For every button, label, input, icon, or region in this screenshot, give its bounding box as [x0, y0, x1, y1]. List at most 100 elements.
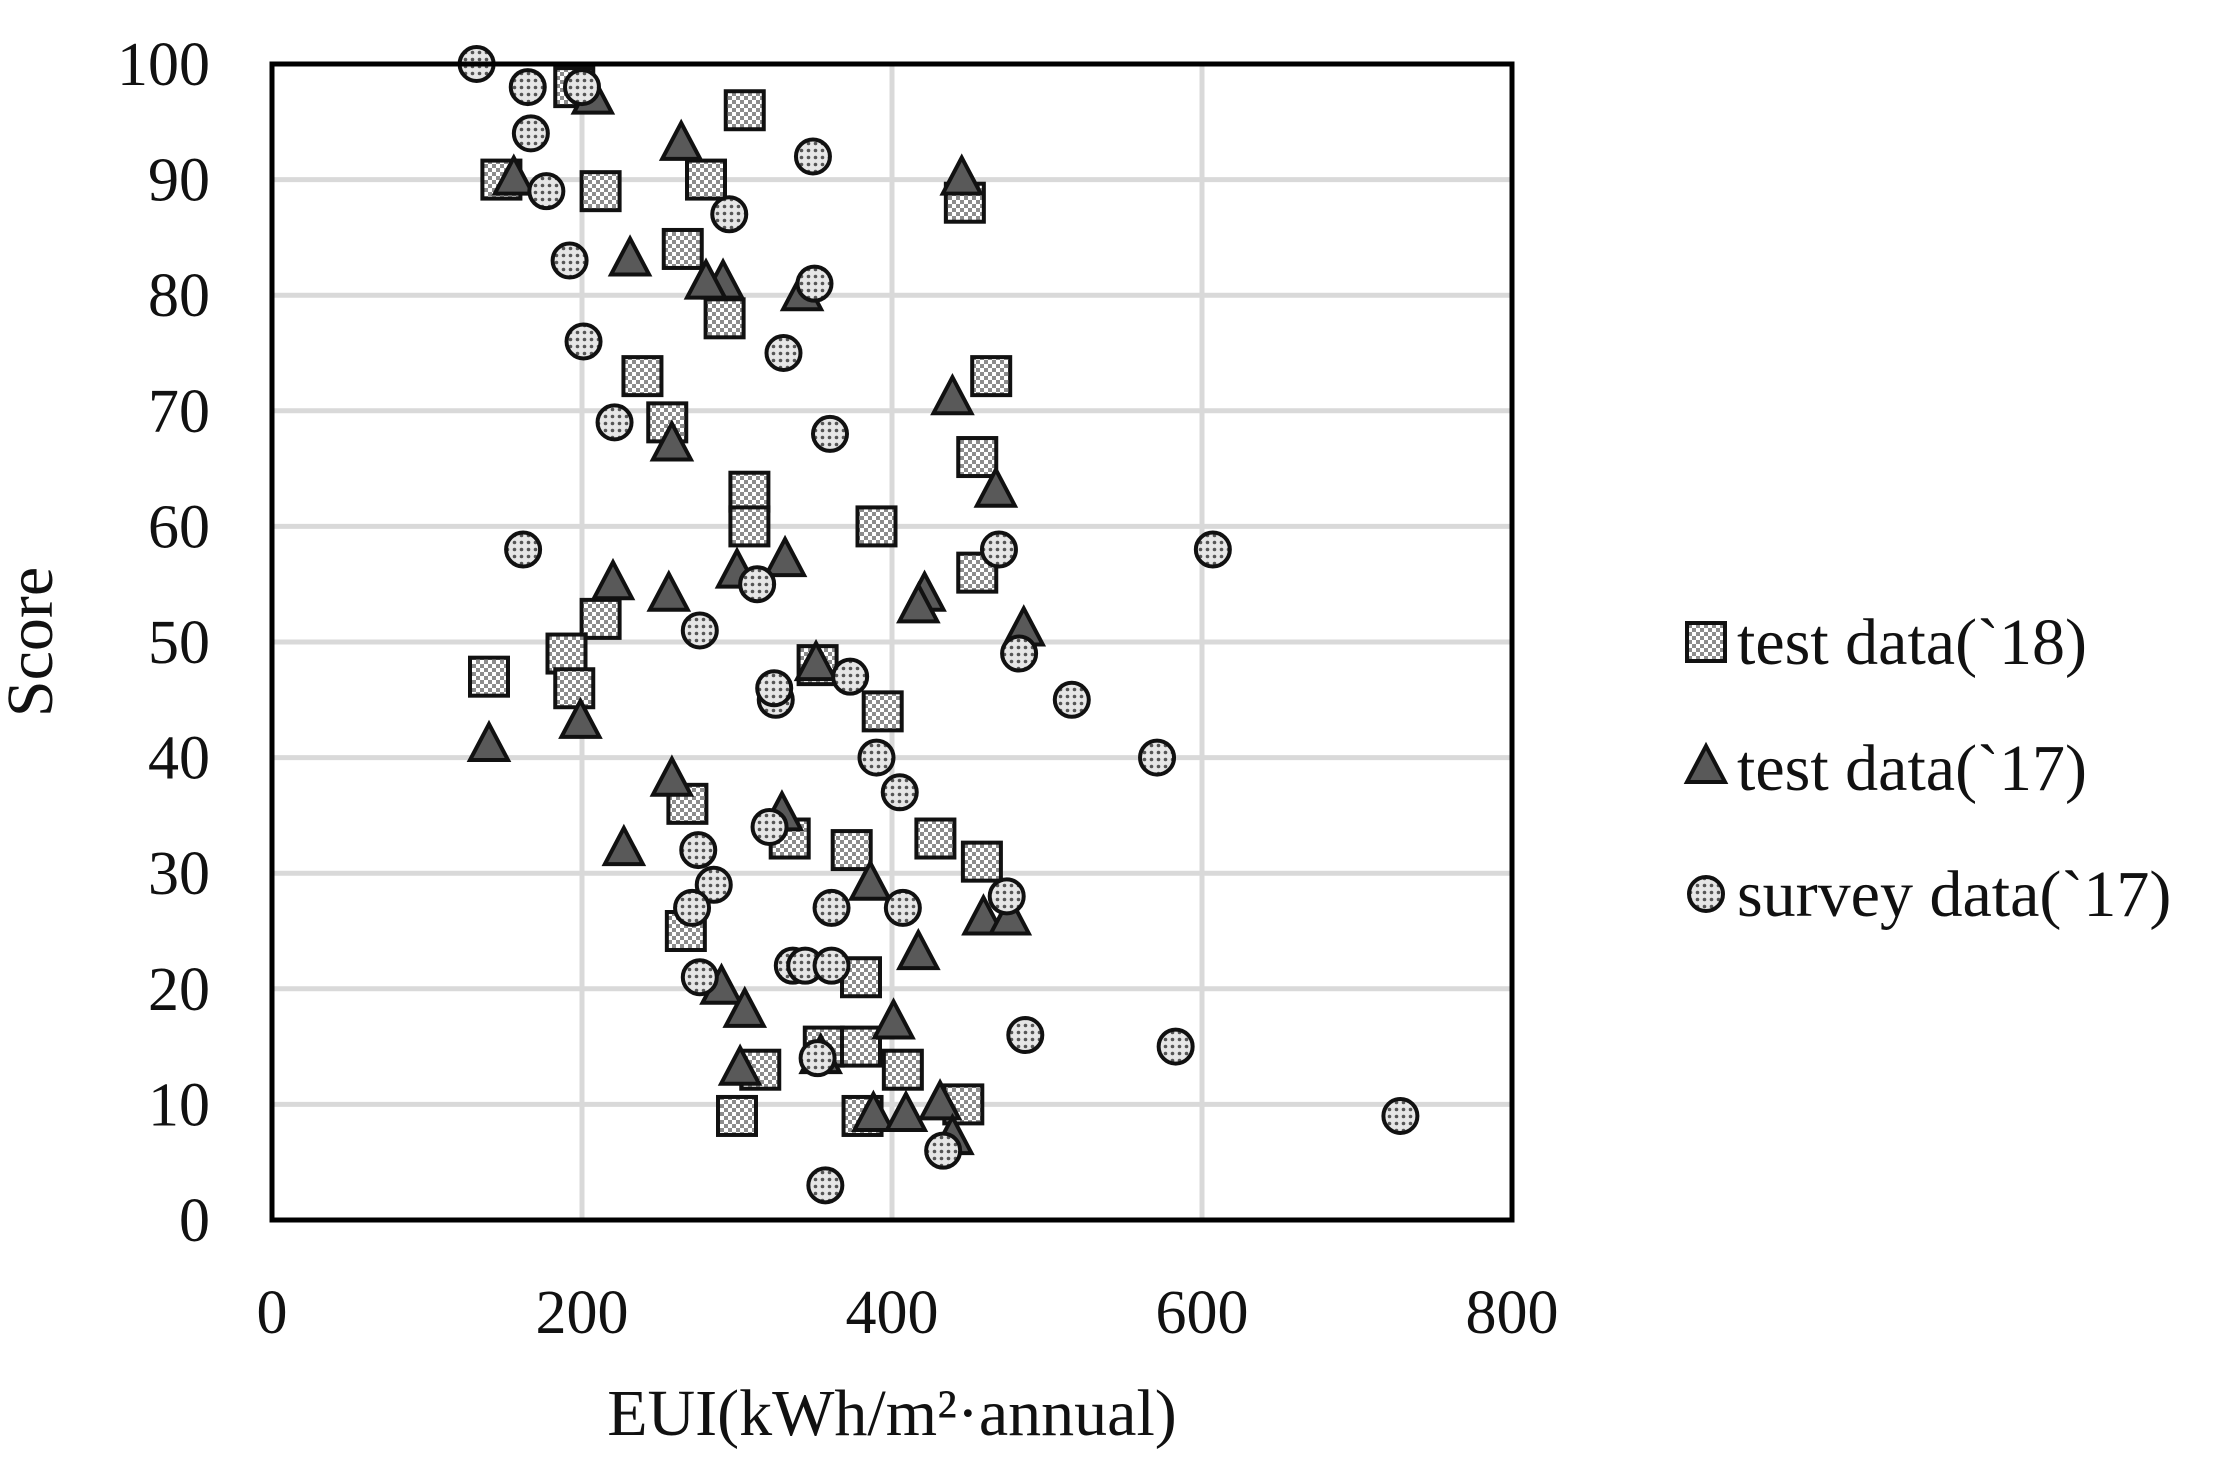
- data-point-circle: [1000, 634, 1039, 673]
- y-tick-label: 10: [148, 1071, 210, 1139]
- data-point-triangle: [896, 927, 941, 971]
- data-point-triangle: [646, 569, 692, 612]
- grid-lines: [269, 61, 1515, 1223]
- plot-frame: [269, 61, 1515, 1223]
- data-point-square: [468, 655, 510, 698]
- data-point-square: [956, 436, 999, 479]
- data-point-circle: [710, 195, 749, 234]
- data-point-triangle: [601, 823, 647, 867]
- y-axis-title: Score: [0, 567, 67, 717]
- data-point-circle: [811, 414, 849, 453]
- data-point-triangle: [851, 1089, 896, 1132]
- data-point-triangle: [930, 372, 975, 416]
- data-point-triangle: [558, 696, 603, 739]
- data-point-triangle: [987, 893, 1033, 936]
- data-point-circle: [806, 1166, 845, 1205]
- y-tick-label: 0: [179, 1187, 210, 1255]
- data-point-triangle: [793, 638, 839, 682]
- legend-label: test data(`18): [1737, 606, 2087, 679]
- data-point-circle: [1006, 1016, 1045, 1055]
- data-point-circle: [563, 68, 601, 107]
- data-point-square: [716, 1094, 758, 1137]
- data-point-triangle: [939, 153, 985, 196]
- data-point-circle: [511, 114, 550, 153]
- data-point-square: [840, 1025, 882, 1068]
- data-point-circle: [831, 657, 870, 696]
- data-point-triangle: [847, 858, 893, 901]
- data-point-square: [881, 1048, 924, 1091]
- data-point-square: [723, 89, 766, 132]
- data-point-circle: [750, 807, 789, 846]
- data-point-square: [942, 1083, 985, 1126]
- data-point-square: [579, 170, 622, 213]
- data-point-square: [956, 551, 999, 594]
- data-point-square: [861, 690, 904, 733]
- legend-label: test data(`17): [1737, 732, 2087, 805]
- legend-marker-circle: [1687, 875, 1725, 913]
- data-point-circle: [764, 334, 803, 372]
- data-point-triangle: [961, 893, 1006, 936]
- legend: test data(`18) test data(`17) survey data(…: [1683, 606, 2171, 931]
- legend-item: test data(`17): [1683, 732, 2087, 805]
- data-point-triangle: [607, 234, 653, 277]
- x-tick-label: 200: [536, 1279, 629, 1347]
- y-tick-label: 90: [148, 147, 210, 215]
- data-point-circle: [694, 865, 733, 904]
- x-tick-label: 600: [1156, 1279, 1249, 1347]
- data-point-circle: [595, 403, 634, 442]
- data-point-circle: [1156, 1027, 1195, 1066]
- x-tick-label: 800: [1466, 1279, 1559, 1347]
- legend-item: test data(`18): [1685, 606, 2087, 679]
- data-point-circle: [1381, 1096, 1420, 1135]
- data-point-square: [703, 297, 746, 340]
- data-point-square: [579, 597, 622, 640]
- data-point-square: [685, 158, 727, 201]
- data-point-circle: [527, 172, 566, 211]
- series-circle: [457, 45, 1420, 1205]
- legend-marker-triangle: [1683, 741, 1729, 784]
- x-axis-title: EUI(kWh/m²·annual): [607, 1377, 1177, 1450]
- data-point-triangle: [917, 1078, 963, 1121]
- y-tick-label: 30: [148, 840, 210, 908]
- data-point-triangle: [762, 534, 808, 578]
- data-point-square: [830, 829, 873, 872]
- data-point-circle: [680, 611, 719, 650]
- data-point-circle: [880, 773, 919, 812]
- y-tick-label: 70: [148, 378, 210, 446]
- data-point-circle: [795, 264, 834, 303]
- data-point-circle: [883, 888, 922, 927]
- data-point-triangle: [896, 581, 941, 624]
- data-point-circle: [679, 831, 718, 870]
- data-point-circle: [793, 137, 832, 176]
- data-point-triangle: [649, 419, 695, 462]
- y-tick-label: 50: [148, 609, 210, 677]
- y-tick-label: 60: [148, 493, 210, 561]
- data-point-circle: [987, 877, 1026, 916]
- data-point-circle: [812, 888, 851, 927]
- data-point-triangle: [871, 997, 916, 1040]
- data-point-triangle: [658, 118, 704, 161]
- data-point-square: [855, 505, 898, 548]
- data-point-circle: [680, 958, 719, 997]
- data-point-triangle: [590, 557, 636, 601]
- data-point-circle: [755, 669, 794, 708]
- data-point-circle: [812, 946, 851, 985]
- data-points: [457, 45, 1420, 1205]
- data-point-circle: [673, 888, 712, 927]
- x-tick-label: 400: [846, 1279, 939, 1347]
- data-point-triangle: [973, 465, 1019, 508]
- data-point-circle: [504, 530, 543, 569]
- data-point-circle: [550, 241, 589, 280]
- data-point-square: [960, 840, 1003, 883]
- y-tick-label: 40: [148, 725, 210, 793]
- legend-item: survey data(`17): [1687, 858, 2171, 931]
- x-tick-label: 0: [257, 1279, 288, 1347]
- data-point-circle: [857, 738, 896, 777]
- data-point-square: [728, 505, 771, 548]
- data-point-triangle: [683, 257, 729, 300]
- data-point-square: [728, 470, 771, 513]
- data-point-triangle: [649, 754, 695, 797]
- data-point-circle: [508, 68, 547, 107]
- data-point-square: [545, 632, 588, 675]
- y-tick-label: 100: [117, 31, 210, 99]
